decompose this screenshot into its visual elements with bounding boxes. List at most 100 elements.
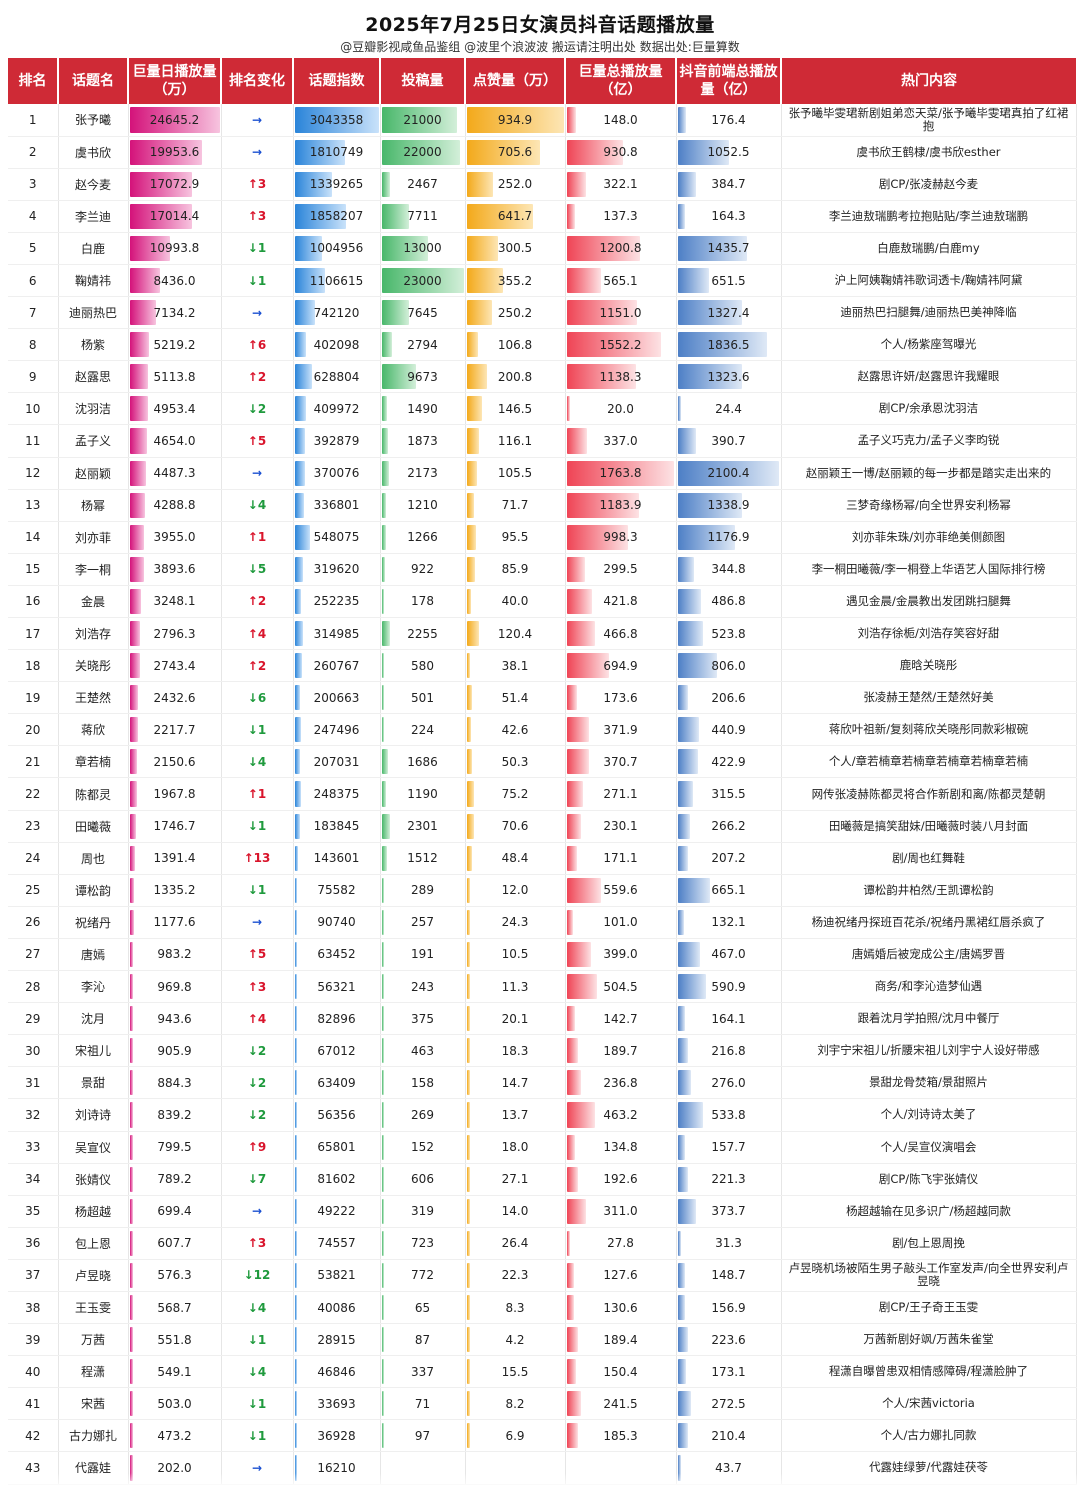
posts-value: 2173 — [407, 466, 438, 481]
topic-index-value: 260767 — [313, 658, 360, 673]
value-bar — [466, 364, 488, 390]
posts-cell: 319 — [380, 1195, 466, 1228]
daily-plays-value: 839.2 — [157, 1107, 192, 1122]
rank-value: 42 — [25, 1428, 41, 1443]
daily-plays-cell: 799.5 — [128, 1131, 222, 1164]
hot-content-cell: 个人/章若楠章若楠章若楠章若楠章若楠 — [781, 745, 1077, 779]
value-bar — [566, 1294, 575, 1321]
value-bar — [677, 1391, 691, 1417]
table-row: 35 杨超越 699.4 → 49222 319 14.0 311.0 373.7 杨超越输在见多… — [8, 1195, 1077, 1228]
hot-content-value: 个人/宋茜victoria — [882, 1396, 975, 1411]
table-row: 25 谭松韵 1335.2 ↓1 75582 289 12.0 559.6 665.1 谭松韵井柏… — [8, 874, 1077, 907]
topic-index-value: 16210 — [317, 1460, 356, 1475]
value-bar — [381, 621, 390, 647]
table-row: 16 金晨 3248.1 ↑2 252235 178 40.0 421.8 486.8 遇见金晨/… — [8, 585, 1077, 619]
hot-content-value: 张予曦毕雯珺新剧姐弟恋天菜/张予曦毕雯珺真拍了红裙抱 — [788, 105, 1069, 133]
total-plays-value: 20.0 — [607, 401, 634, 416]
rank-change-value: ↓2 — [247, 1075, 267, 1090]
value-bar — [466, 428, 479, 454]
value-bar — [129, 845, 135, 871]
posts-value: 580 — [411, 658, 434, 673]
value-bar — [129, 1198, 133, 1224]
value-bar — [381, 556, 385, 582]
name-cell: 章若楠 — [58, 745, 129, 779]
likes-cell: 27.1 — [465, 1163, 566, 1196]
name-value: 陈都灵 — [74, 787, 111, 802]
hot-content-value: 白鹿敖瑞鹏/白鹿my — [877, 240, 980, 255]
rank-cell: 9 — [8, 360, 59, 394]
table-row: 11 孟子义 4654.0 ↑5 392879 1873 116.1 337.0 390.7 孟子… — [8, 424, 1077, 458]
posts-value: 97 — [414, 1428, 431, 1443]
front-plays-value: 156.9 — [711, 1300, 746, 1315]
topic-index-value: 81602 — [317, 1172, 356, 1187]
value-bar — [677, 653, 717, 679]
posts-value: 723 — [411, 1236, 434, 1251]
name-value: 沈羽洁 — [74, 402, 111, 417]
value-bar — [381, 781, 386, 807]
rank-change-cell: ↓12 — [221, 1259, 294, 1292]
value-bar — [381, 332, 392, 358]
total-plays-value: 930.8 — [603, 145, 638, 160]
posts-value: 23000 — [403, 273, 442, 288]
front-plays-cell: 216.8 — [676, 1034, 782, 1068]
value-bar — [466, 941, 470, 968]
rank-change-value: ↑4 — [247, 1011, 267, 1026]
likes-cell: 70.6 — [465, 810, 566, 843]
likes-value: 51.4 — [501, 690, 529, 705]
table-row: 19 王楚然 2432.6 ↓6 200663 501 51.4 173.6 206.6 张凌赫王… — [8, 681, 1077, 715]
table-row: 4 李兰迪 17014.4 ↑3 1858207 7711 641.7 137.3 164.3 李… — [8, 200, 1077, 233]
name-cell: 李兰迪 — [58, 200, 129, 233]
front-plays-cell: 276.0 — [676, 1066, 782, 1100]
rank-change-cell: ↑3 — [221, 168, 294, 201]
likes-value: 11.3 — [501, 979, 529, 994]
rank-value: 1 — [28, 112, 37, 127]
value-bar — [129, 1230, 133, 1256]
posts-value: 1210 — [407, 498, 438, 513]
rank-change-value: → — [251, 145, 263, 160]
value-bar — [294, 1327, 298, 1353]
topic-index-cell: 56321 — [293, 970, 381, 1004]
rank-change-cell: ↓1 — [221, 713, 294, 747]
hot-content-value: 代露娃绿萝/代露娃茯苓 — [869, 1460, 988, 1475]
rank-value: 33 — [25, 1140, 41, 1155]
name-value: 鞠婧祎 — [74, 274, 111, 289]
likes-cell: 95.5 — [465, 521, 566, 554]
hot-content-value: 蒋欣叶祖新/复刻蒋欣关晓彤同款彩椒碗 — [828, 722, 1029, 737]
name-value: 王楚然 — [74, 691, 111, 706]
name-cell: 李一桐 — [58, 553, 129, 586]
value-bar — [381, 364, 417, 390]
rank-value: 14 — [25, 530, 41, 545]
hot-content-value: 迪丽热巴扫腿舞/迪丽热巴美神降临 — [840, 305, 1017, 320]
name-value: 刘亦菲 — [74, 530, 111, 545]
value-bar — [677, 139, 729, 165]
daily-plays-cell: 3955.0 — [128, 521, 222, 554]
value-bar — [466, 1134, 470, 1160]
daily-plays-cell: 1967.8 — [128, 777, 222, 811]
front-plays-cell: 164.1 — [676, 1002, 782, 1036]
name-value: 沈月 — [80, 1012, 105, 1027]
daily-plays-cell: 2150.6 — [128, 745, 222, 779]
front-plays-value: 384.7 — [711, 177, 746, 192]
rank-change-value: ↑3 — [247, 979, 267, 994]
rank-change-value: → — [251, 466, 263, 481]
value-bar — [294, 845, 299, 871]
value-bar — [294, 909, 298, 935]
total-plays-value: 192.6 — [603, 1172, 638, 1187]
rank-change-value: ↑13 — [243, 851, 271, 866]
likes-value: 42.6 — [501, 722, 529, 737]
posts-value: 1512 — [407, 851, 438, 866]
posts-cell: 1873 — [380, 424, 466, 458]
value-bar — [677, 171, 697, 197]
value-bar — [294, 203, 346, 229]
topic-index-cell: 53821 — [293, 1259, 381, 1292]
likes-value: 15.5 — [501, 1364, 529, 1379]
hot-content-value: 剧CP/王子奇王玉雯 — [878, 1300, 979, 1315]
value-bar — [566, 556, 585, 582]
rank-value: 39 — [25, 1332, 41, 1347]
daily-plays-value: 8436.0 — [153, 273, 196, 288]
value-bar — [566, 1134, 575, 1160]
value-bar — [566, 749, 590, 775]
likes-value: 120.4 — [497, 626, 533, 641]
name-value: 杨幂 — [80, 498, 105, 513]
value-bar — [129, 300, 156, 326]
